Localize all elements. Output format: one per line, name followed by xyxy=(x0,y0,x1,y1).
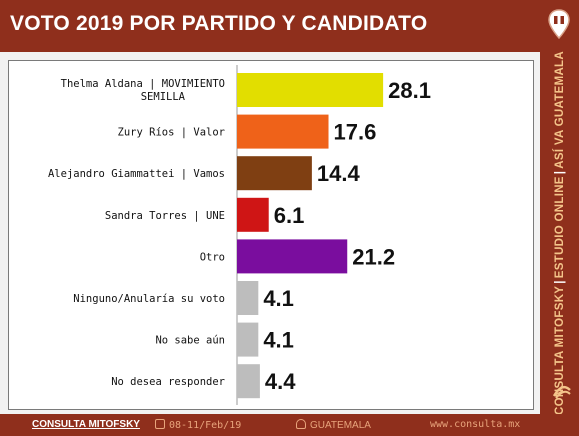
data-label: 28.1 xyxy=(388,78,431,103)
bar xyxy=(237,114,329,149)
category-label: Ninguno/Anularía su voto xyxy=(73,293,225,305)
bar-chart-svg: 28.1 Thelma Aldana | MOVIMIENTO SEMILLA 17.… xyxy=(48,65,431,405)
data-label: 6.1 xyxy=(274,203,305,228)
header-bar: VOTO 2019 POR PARTIDO Y CANDIDATO xyxy=(0,0,579,52)
footer-date-text: 08-11/Feb/19 xyxy=(169,420,242,431)
page-title: VOTO 2019 POR PARTIDO Y CANDIDATO xyxy=(10,12,428,35)
sidebar-text: CONSULTA MITOFSKY|ESTUDIO ONLINE|ASÍ VA … xyxy=(554,51,566,415)
bar xyxy=(237,73,384,107)
footer-place: GUATEMALA xyxy=(296,419,371,431)
data-label: 4.1 xyxy=(263,286,294,311)
category-label: No desea responder xyxy=(111,376,225,388)
data-label: 14.4 xyxy=(317,161,361,186)
category-label: Alejandro Giammattei | Vamos xyxy=(48,168,225,180)
logo-mark-icon xyxy=(552,385,571,399)
data-label: 17.6 xyxy=(334,120,377,145)
sidebar-separator: | xyxy=(553,280,566,284)
category-label: Otro xyxy=(200,251,225,263)
bar xyxy=(237,322,259,357)
bar xyxy=(237,239,348,274)
footer-brand: CONSULTA MITOFSKY xyxy=(32,419,140,430)
sidebar-separator: | xyxy=(553,170,566,175)
bar xyxy=(237,364,260,399)
category-label: Sandra Torres | UNE xyxy=(105,210,225,222)
bar xyxy=(237,197,269,232)
data-label: 4.1 xyxy=(263,328,294,353)
footer-place-text: GUATEMALA xyxy=(310,420,371,431)
calendar-icon xyxy=(155,419,165,429)
category-label: No sabe aún xyxy=(155,335,225,347)
map-pin-logo-icon xyxy=(548,9,570,39)
bar xyxy=(237,156,312,191)
footer-date: 08-11/Feb/19 xyxy=(155,419,241,431)
data-label: 4.4 xyxy=(265,369,296,394)
sidebar-country: ASÍ VA GUATEMALA xyxy=(553,51,566,169)
bar-chart: 28.1 Thelma Aldana | MOVIMIENTO SEMILLA 17.… xyxy=(8,60,534,410)
person-icon xyxy=(296,419,306,429)
sidebar-study: ESTUDIO ONLINE xyxy=(553,176,566,279)
data-label: 21.2 xyxy=(352,244,395,269)
footer-bar: CONSULTA MITOFSKY 08-11/Feb/19 GUATEMALA… xyxy=(0,414,579,436)
footer-url: www.consulta.mx xyxy=(430,419,521,430)
category-label: Zury Ríos | Valor xyxy=(118,127,225,139)
sidebar-banner: CONSULTA MITOFSKY|ESTUDIO ONLINE|ASÍ VA … xyxy=(540,51,579,415)
category-label: Thelma Aldana | MOVIMIENTO SEMILLA xyxy=(61,78,225,103)
bar xyxy=(237,281,259,315)
